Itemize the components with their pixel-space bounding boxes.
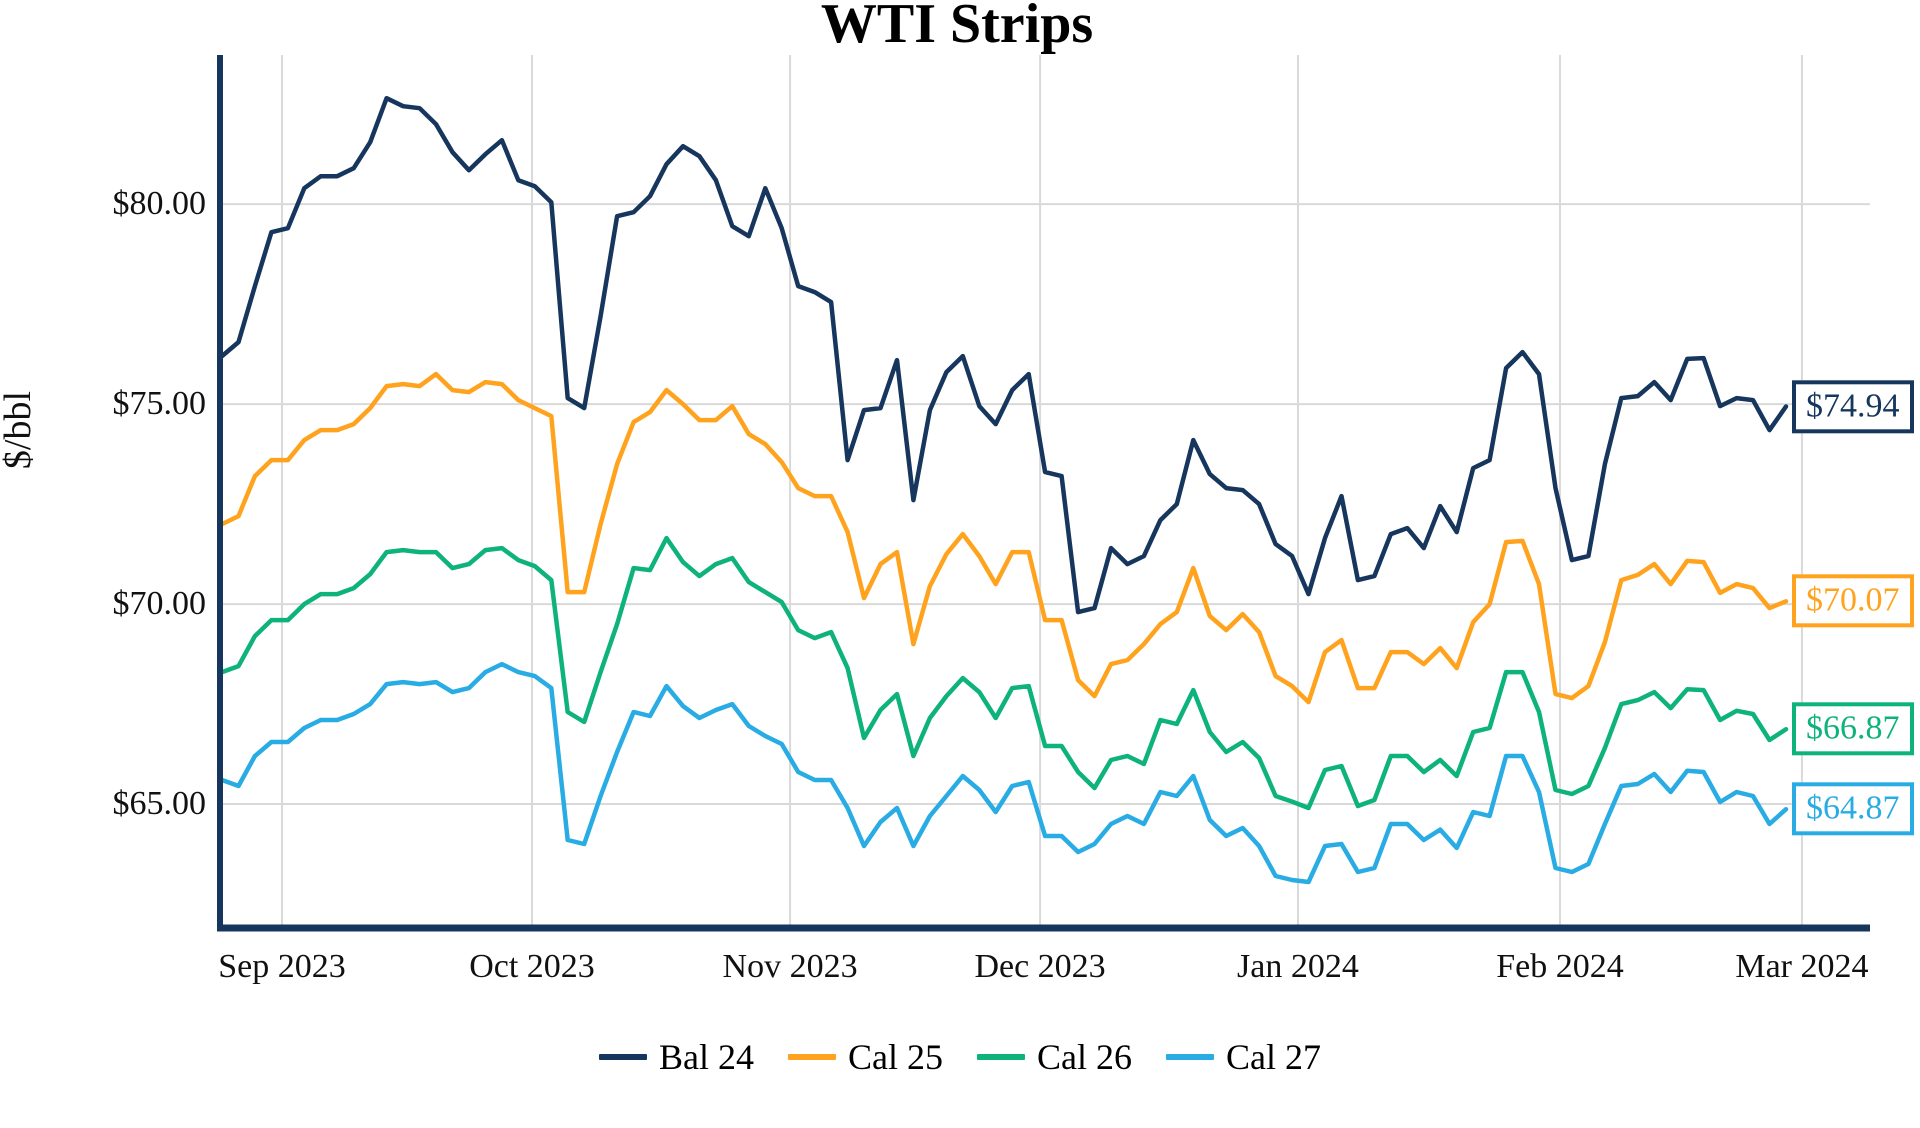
series-line-cal-26 [219,535,1789,811]
legend: Bal 24 Cal 25 Cal 26 Cal 27 [0,1036,1920,1078]
chart-title: WTI Strips [820,0,1094,55]
end-label-cal-27: $64.87 [1792,782,1914,836]
legend-label-bal-24: Bal 24 [659,1037,754,1077]
legend-label-cal-27: Cal 27 [1226,1037,1321,1077]
y-tick-label: $80.00 [112,185,207,223]
x-tick-label: Mar 2024 [1735,948,1869,985]
x-tick-label: Nov 2023 [722,948,858,985]
legend-line-swatch-cal-25 [788,1054,836,1060]
legend-item-bal-24: Bal 24 [599,1036,754,1078]
y-tick-label: $65.00 [112,785,207,823]
end-label-cal-25: $70.07 [1792,574,1914,628]
x-tick-label: Oct 2023 [469,948,595,985]
series-line-cal-25 [219,371,1789,705]
x-tick-label: Jan 2024 [1237,948,1359,985]
x-tick-label: Feb 2024 [1496,948,1624,985]
x-tick-label: Dec 2023 [974,948,1106,985]
series-line-cal-27 [219,661,1789,885]
legend-item-cal-26: Cal 26 [977,1036,1132,1078]
end-label-cal-26: $66.87 [1792,702,1914,756]
y-axis-label: $/bbl [0,390,39,470]
legend-label-cal-25: Cal 25 [848,1037,943,1077]
y-tick-label: $75.00 [112,385,207,423]
x-tick-label: Sep 2023 [218,948,346,985]
end-label-bal-24: $74.94 [1792,380,1914,434]
series-line-bal-24 [219,95,1789,615]
legend-line-swatch-cal-26 [977,1054,1025,1060]
legend-label-cal-26: Cal 26 [1037,1037,1132,1077]
legend-item-cal-27: Cal 27 [1166,1036,1321,1078]
y-tick-label: $70.00 [112,585,207,623]
legend-line-swatch-cal-27 [1166,1054,1214,1060]
legend-item-cal-25: Cal 25 [788,1036,943,1078]
legend-line-swatch-bal-24 [599,1054,647,1060]
